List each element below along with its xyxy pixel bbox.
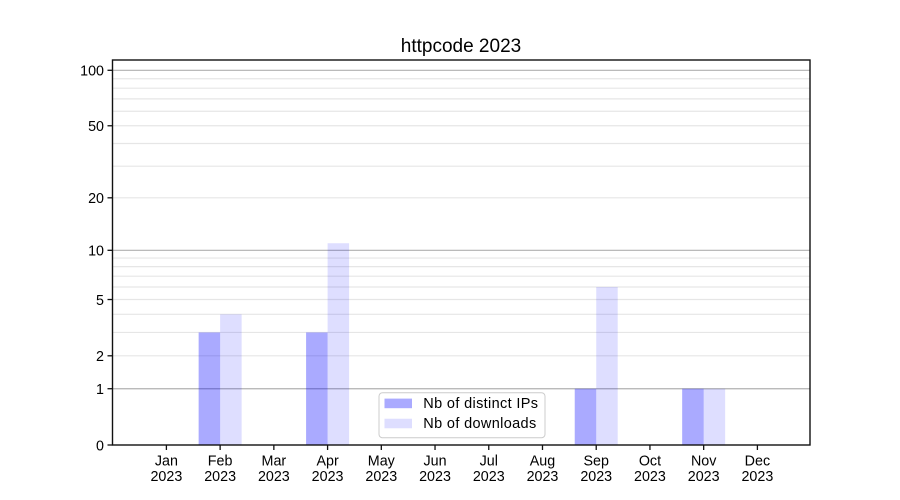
svg-text:2023: 2023 xyxy=(312,469,344,485)
svg-text:2023: 2023 xyxy=(419,469,451,485)
svg-text:Dec: Dec xyxy=(745,454,770,470)
svg-text:2023: 2023 xyxy=(258,469,290,485)
svg-text:Nb of distinct IPs: Nb of distinct IPs xyxy=(423,396,538,412)
svg-text:20: 20 xyxy=(88,191,104,207)
svg-text:Oct: Oct xyxy=(639,454,661,470)
svg-text:Sep: Sep xyxy=(583,454,608,470)
svg-text:5: 5 xyxy=(96,293,104,309)
svg-text:2023: 2023 xyxy=(204,469,236,485)
svg-text:2023: 2023 xyxy=(527,469,559,485)
svg-text:0: 0 xyxy=(96,438,104,454)
svg-text:Aug: Aug xyxy=(530,454,555,470)
svg-text:May: May xyxy=(368,454,396,470)
svg-text:50: 50 xyxy=(88,119,104,135)
svg-text:2023: 2023 xyxy=(580,469,612,485)
svg-text:2: 2 xyxy=(96,349,104,365)
svg-text:2023: 2023 xyxy=(150,469,182,485)
svg-text:2023: 2023 xyxy=(473,469,505,485)
svg-text:Nov: Nov xyxy=(691,454,717,470)
svg-text:2023: 2023 xyxy=(634,469,666,485)
svg-text:2023: 2023 xyxy=(741,469,773,485)
svg-text:2023: 2023 xyxy=(365,469,397,485)
svg-text:Feb: Feb xyxy=(208,454,233,470)
svg-text:2023: 2023 xyxy=(688,469,720,485)
svg-text:Nb of downloads: Nb of downloads xyxy=(423,416,536,432)
svg-text:100: 100 xyxy=(80,64,104,80)
svg-text:httpcode 2023: httpcode 2023 xyxy=(401,36,521,57)
svg-text:Jul: Jul xyxy=(480,454,498,470)
svg-text:Jan: Jan xyxy=(155,454,178,470)
svg-text:1: 1 xyxy=(96,382,104,398)
svg-text:Mar: Mar xyxy=(262,454,287,470)
svg-text:Apr: Apr xyxy=(316,454,338,470)
svg-text:Jun: Jun xyxy=(423,454,446,470)
svg-text:10: 10 xyxy=(88,244,104,260)
